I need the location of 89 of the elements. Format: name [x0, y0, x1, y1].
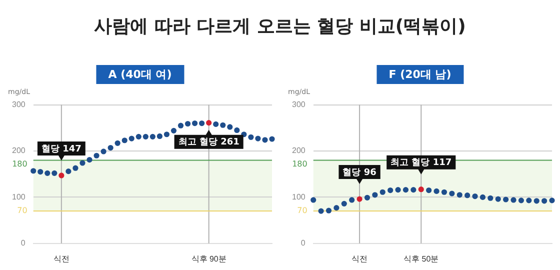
point	[178, 122, 184, 128]
y-tick-label: 200	[12, 146, 26, 156]
point	[326, 208, 332, 214]
point	[518, 198, 524, 204]
ref-line-label: 180	[12, 159, 28, 168]
y-tick-label: 100	[12, 192, 26, 202]
x-tick-label: 식전	[53, 254, 70, 264]
point	[441, 189, 448, 195]
point	[52, 170, 58, 176]
point	[318, 208, 324, 214]
annotation: 최고 혈당 117	[390, 158, 452, 168]
point	[66, 168, 72, 174]
point	[220, 122, 226, 128]
point	[534, 198, 540, 204]
point	[549, 198, 555, 204]
point	[364, 194, 370, 200]
point	[192, 120, 198, 126]
point	[449, 190, 455, 196]
annotation: 혈당 147	[41, 144, 82, 154]
point	[434, 188, 440, 194]
point	[395, 187, 401, 193]
point	[418, 186, 424, 192]
point	[156, 133, 162, 140]
point	[341, 200, 347, 206]
point	[150, 134, 156, 140]
point	[402, 187, 409, 193]
point	[472, 193, 478, 200]
ref-line-label: 180	[292, 159, 308, 168]
y-tick-label: 100	[292, 192, 306, 202]
point	[58, 172, 64, 178]
chart-subtitle: F (20대 남)	[376, 65, 464, 84]
point	[334, 205, 340, 211]
y-tick-label: 0	[20, 238, 26, 248]
point	[255, 136, 261, 142]
point	[372, 192, 378, 198]
y-tick-label: 300	[12, 100, 26, 110]
x-tick-label: 식후 90분	[191, 254, 226, 264]
point	[356, 196, 362, 202]
point	[480, 194, 486, 200]
point	[44, 170, 50, 176]
chart-title: 사람에 따라 다르게 오르는 혈당 비교(떡볶이)	[93, 15, 467, 38]
point	[503, 196, 509, 202]
point	[456, 192, 462, 198]
annotation: 혈당 96	[342, 168, 376, 178]
point	[488, 195, 494, 201]
point	[542, 198, 548, 204]
point	[184, 120, 191, 127]
y-tick-label: 200	[292, 146, 306, 156]
point	[349, 197, 355, 203]
point	[388, 187, 394, 194]
point	[199, 120, 205, 126]
point	[108, 144, 114, 151]
point	[269, 136, 275, 142]
point	[142, 134, 148, 140]
point	[206, 120, 212, 126]
annotation: 최고 혈당 261	[178, 138, 240, 148]
ref-line-label: 70	[17, 206, 28, 216]
point	[213, 121, 219, 128]
point	[262, 137, 268, 143]
point	[136, 134, 142, 140]
point	[94, 152, 100, 158]
x-tick-label: 식전	[352, 254, 368, 264]
point	[128, 136, 134, 142]
point	[30, 168, 36, 174]
ref-line-label: 70	[297, 206, 308, 216]
point	[114, 140, 120, 146]
point	[80, 160, 86, 166]
point	[510, 197, 516, 203]
x-tick-label: 식후 50분	[404, 254, 439, 264]
point	[495, 196, 501, 202]
point	[248, 134, 254, 140]
point	[170, 128, 177, 134]
point	[234, 127, 240, 134]
point	[526, 198, 532, 204]
point	[464, 192, 470, 198]
point	[380, 189, 386, 195]
point	[100, 148, 106, 154]
point	[38, 168, 44, 175]
point	[86, 156, 92, 163]
point	[227, 124, 233, 130]
point	[122, 138, 128, 144]
point	[410, 187, 416, 193]
y-tick-label: 0	[300, 238, 306, 248]
chart-subtitle: A (40대 여)	[96, 65, 184, 84]
point	[164, 132, 170, 138]
point	[72, 165, 78, 171]
point	[310, 197, 316, 203]
y-tick-label: 300	[292, 100, 306, 110]
point	[426, 187, 432, 194]
